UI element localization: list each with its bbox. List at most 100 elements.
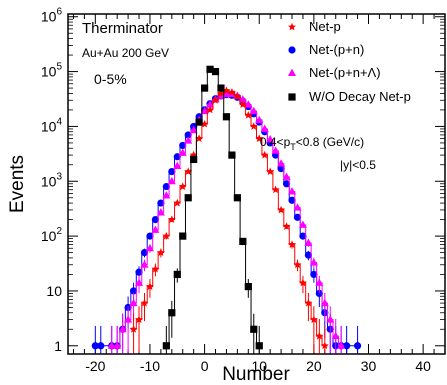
data-point (233, 92, 242, 100)
series-step-line (163, 68, 262, 347)
data-point (195, 134, 204, 142)
data-point (168, 168, 176, 176)
legend-label: Net-(p+n) (309, 42, 364, 57)
series-square (162, 65, 263, 354)
legend-label: Net-p (309, 19, 341, 34)
data-point (266, 134, 275, 143)
x-tick-label: 0 (201, 358, 209, 374)
data-point (299, 232, 307, 240)
series-circle (91, 91, 362, 354)
data-point (255, 115, 264, 124)
y-tick-label: 106 (41, 7, 63, 25)
data-point (320, 298, 329, 307)
centrality-label: 0-5% (94, 71, 127, 87)
y-tick-base: 1 (54, 338, 62, 354)
y-tick-base: 10 (41, 118, 57, 134)
data-point (337, 341, 346, 349)
data-point (249, 122, 258, 130)
data-point (304, 298, 313, 307)
data-point (156, 208, 165, 216)
data-point (277, 159, 286, 167)
data-point (118, 324, 127, 333)
legend-marker (288, 22, 296, 31)
data-point (298, 220, 307, 228)
legend-item: Net-p (288, 19, 341, 34)
data-point (326, 315, 335, 323)
data-point (266, 167, 275, 175)
data-point (173, 270, 181, 279)
data-point (277, 205, 286, 214)
data-point (124, 315, 133, 323)
y-tick-base: 10 (41, 173, 57, 189)
data-point (151, 264, 160, 273)
data-point (320, 341, 329, 350)
x-tick-label: -20 (85, 358, 105, 374)
data-point (260, 150, 269, 159)
data-point (222, 86, 231, 94)
y-tick-exponent: 6 (56, 7, 62, 18)
data-point (151, 225, 160, 233)
model-label: Therminator (82, 20, 163, 37)
series-step-line (92, 94, 361, 347)
y-tick-label: 103 (41, 171, 63, 189)
data-point (309, 315, 318, 324)
data-point (107, 341, 116, 349)
data-point (156, 248, 165, 256)
y-cut-label: |y|<0.5 (340, 158, 376, 172)
data-point (135, 278, 144, 286)
data-point (157, 199, 165, 207)
x-tick-label: 30 (361, 358, 377, 374)
y-tick-exponent: 3 (56, 171, 62, 182)
data-point (162, 231, 171, 240)
y-tick-label: 1 (54, 338, 62, 354)
data-point (353, 342, 362, 350)
data-point (255, 134, 264, 142)
data-point (249, 106, 258, 115)
data-point (129, 298, 138, 307)
x-tick-label: -10 (140, 358, 160, 374)
data-point (184, 194, 192, 202)
pt-cut-label: 0.4<pT<0.8 (GeV/c) (260, 135, 364, 152)
pt-cut-pre: 0.4<p (260, 135, 291, 149)
data-point (140, 260, 149, 268)
y-tick-base: 10 (46, 283, 62, 299)
data-point (162, 191, 171, 199)
y-tick-exponent: 4 (56, 116, 62, 127)
data-point (206, 100, 215, 108)
data-point (282, 180, 291, 188)
data-point (310, 270, 318, 279)
data-point (168, 309, 176, 317)
system-label: Au+Au 200 GeV (82, 46, 169, 60)
legend: Net-p Net-(p+n) Net-(p+n+Λ) W/O Decay Net-p (288, 19, 411, 104)
data-point (260, 124, 269, 132)
legend-item: W/O Decay Net-p (288, 89, 411, 104)
data-point (227, 88, 236, 96)
data-point (293, 260, 302, 269)
data-point (91, 342, 99, 350)
data-point (228, 151, 236, 159)
data-point (222, 113, 231, 121)
data-point (145, 243, 154, 252)
y-tick-base: 10 (41, 228, 57, 244)
data-point (271, 146, 280, 154)
legend-marker (288, 68, 296, 76)
legend-item: Net-(p+n) (288, 42, 364, 57)
data-point (238, 95, 247, 103)
x-tick-label: 40 (415, 358, 431, 374)
data-point (288, 240, 297, 248)
data-point (97, 342, 105, 350)
y-tick-label: 102 (41, 226, 63, 244)
x-tick-label: 10 (251, 358, 267, 374)
y-tick-base: 10 (41, 9, 57, 25)
data-point (162, 342, 170, 350)
data-point (343, 342, 351, 350)
data-point (178, 182, 187, 190)
y-tick-exponent: 5 (56, 62, 62, 73)
data-point (173, 161, 182, 169)
data-point (113, 341, 122, 349)
legend-item: Net-(p+n+Λ) (288, 65, 381, 80)
data-point (135, 268, 143, 276)
x-axis-title: Number (222, 364, 290, 385)
data-point (146, 232, 154, 240)
